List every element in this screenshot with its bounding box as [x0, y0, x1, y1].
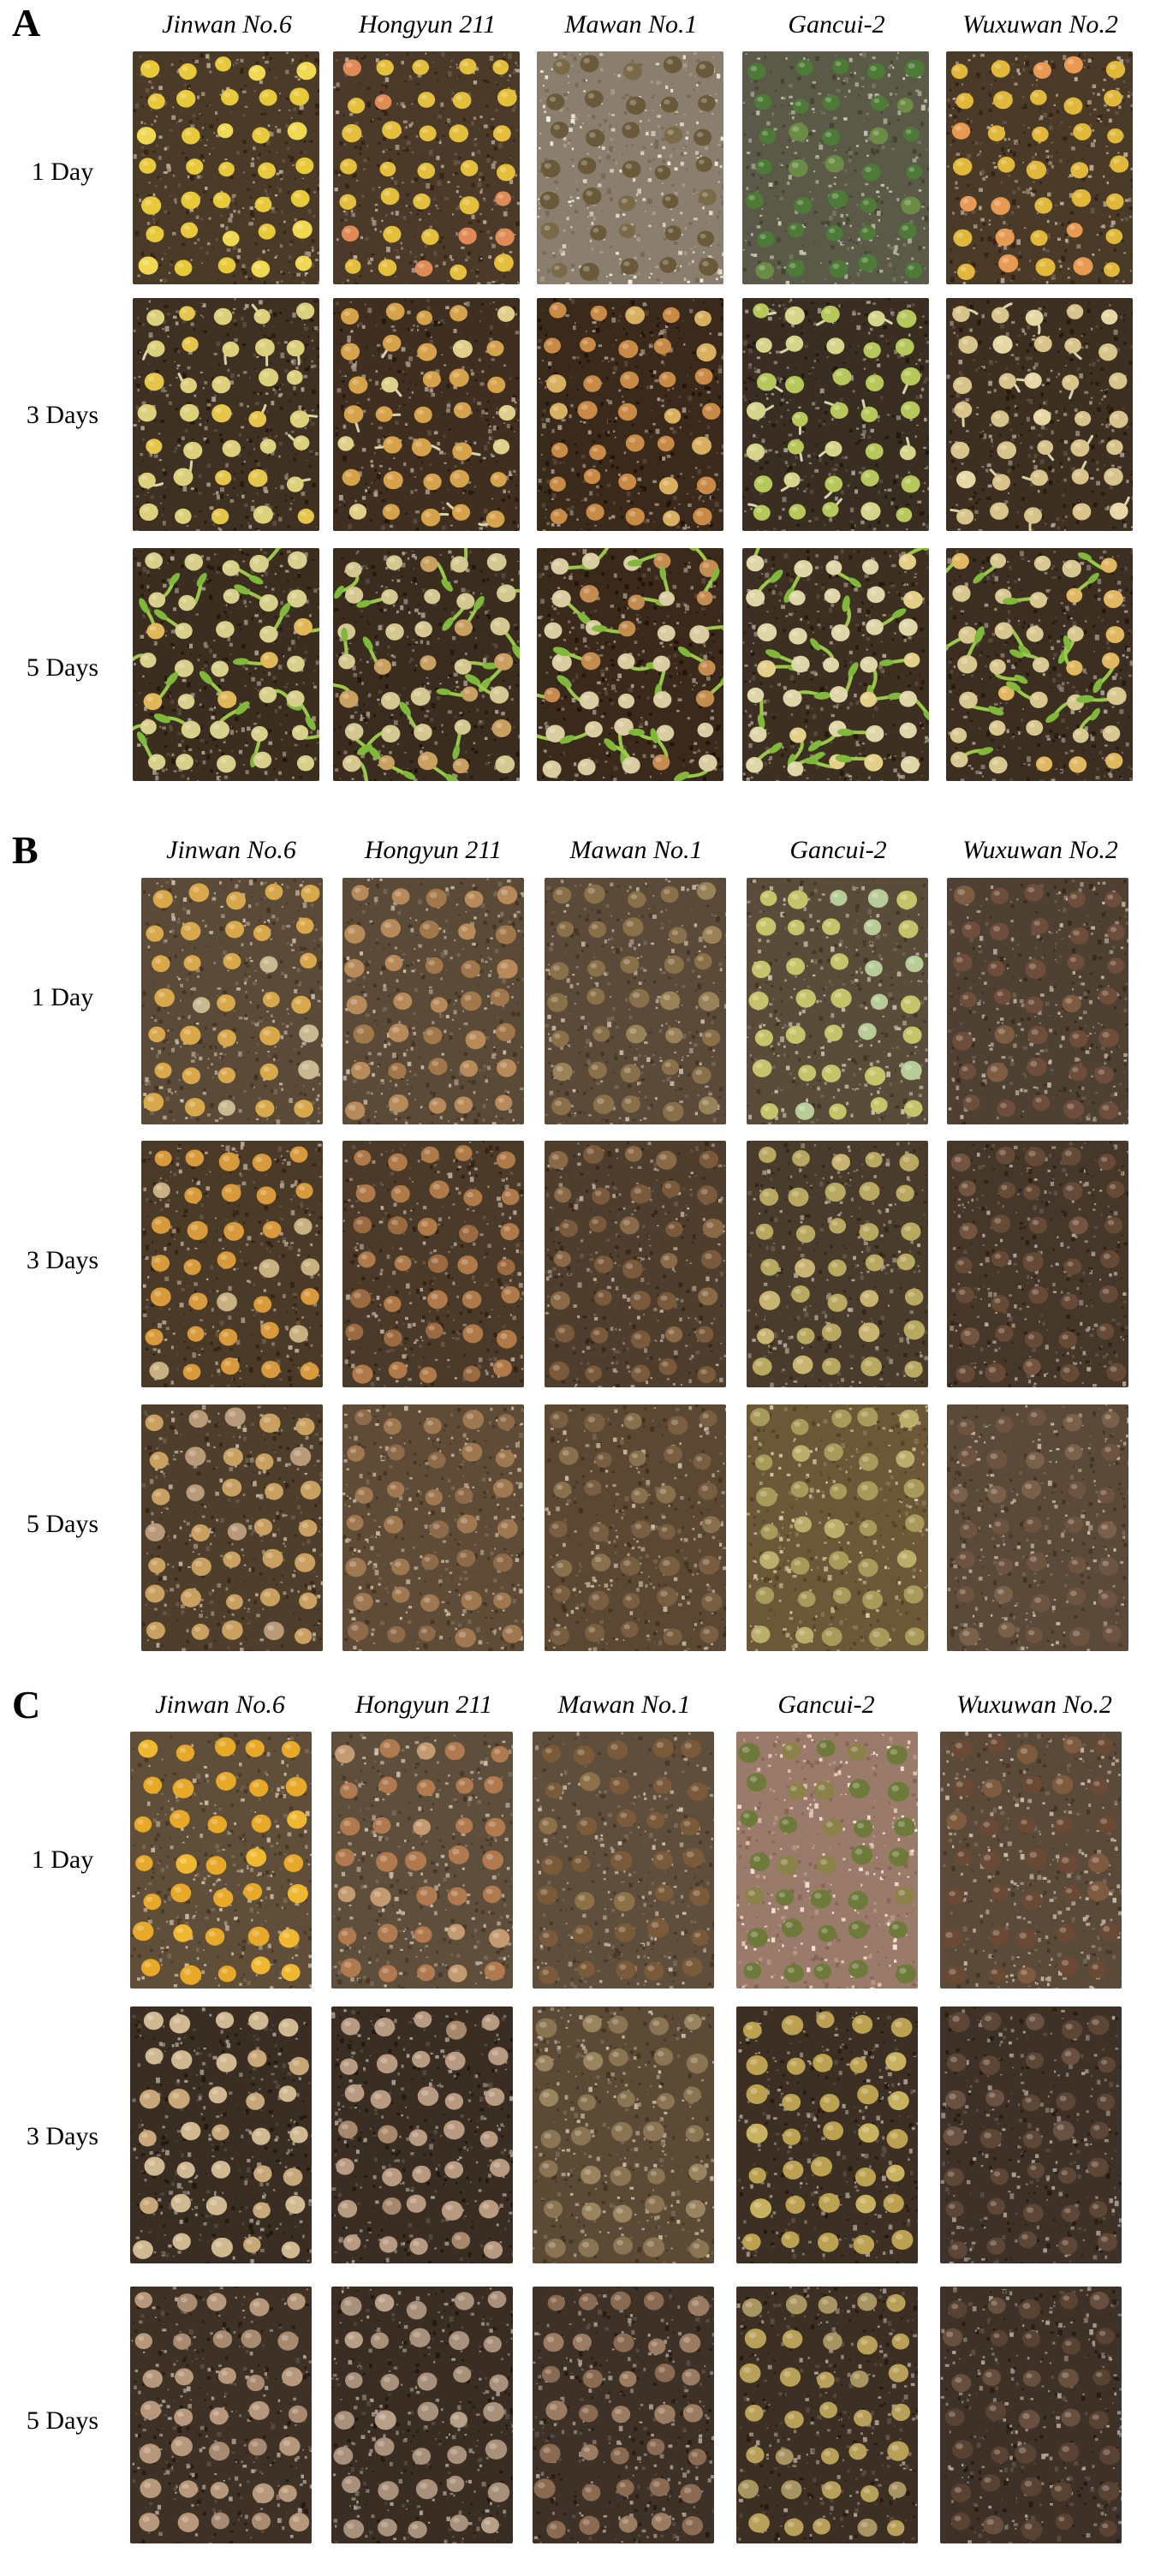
seed-tray-photo — [742, 51, 929, 284]
seed-tray-photo — [545, 1404, 726, 1651]
column-header: Gancui-2 — [740, 838, 937, 863]
seed-tray-photo — [947, 878, 1128, 1124]
panel-b: B Jinwan No.6 Hongyun 211 Mawan No.1 Gan… — [0, 822, 1155, 1661]
seed-tray-photo — [533, 1732, 714, 1989]
seed-tray-photo — [946, 548, 1133, 781]
row-label: 3 Days — [15, 402, 110, 428]
seed-tray-photo — [736, 2007, 918, 2263]
seed-tray-photo — [133, 51, 319, 284]
seed-tray-photo — [130, 2007, 312, 2263]
seed-tray-photo — [331, 1732, 513, 1989]
seed-tray-photo — [947, 1141, 1128, 1387]
row-label: 5 Days — [15, 655, 110, 681]
column-header: Wuxuwan No.2 — [942, 838, 1139, 863]
row-label: 1 Day — [15, 985, 110, 1011]
seed-tray-photo — [141, 1141, 323, 1387]
column-header: Jinwan No.6 — [128, 12, 325, 38]
seed-tray-photo — [940, 1732, 1122, 1989]
seed-tray-photo — [736, 2287, 918, 2543]
panel-label: A — [12, 3, 40, 43]
column-header: Jinwan No.6 — [133, 838, 330, 863]
seed-tray-photo — [331, 2287, 513, 2543]
seed-tray-photo — [747, 878, 928, 1124]
seed-tray-photo — [331, 2007, 513, 2263]
column-header: Gancui-2 — [728, 1692, 925, 1718]
seed-tray-photo — [133, 548, 319, 781]
row-label: 1 Day — [15, 1847, 110, 1873]
seed-tray-photo — [747, 1404, 928, 1651]
seed-tray-photo — [133, 298, 319, 531]
column-header: Wuxuwan No.2 — [936, 1692, 1133, 1718]
seed-tray-photo — [333, 298, 520, 531]
seed-tray-photo — [141, 878, 323, 1124]
seed-tray-photo — [342, 1404, 524, 1651]
seed-tray-photo — [333, 51, 520, 284]
seed-tray-photo — [533, 2287, 714, 2543]
seed-tray-photo — [947, 1404, 1128, 1651]
seed-tray-photo — [747, 1141, 928, 1387]
seed-tray-photo — [946, 298, 1133, 531]
seed-tray-photo — [537, 548, 723, 781]
column-header: Hongyun 211 — [335, 838, 532, 863]
row-label: 3 Days — [15, 2124, 110, 2150]
row-label: 1 Day — [15, 159, 110, 185]
seed-tray-photo — [342, 878, 524, 1124]
row-label: 5 Days — [15, 1512, 110, 1537]
seed-tray-photo — [130, 2287, 312, 2543]
panel-label: B — [12, 831, 39, 870]
column-header: Mawan No.1 — [533, 12, 729, 38]
column-header: Wuxuwan No.2 — [942, 12, 1139, 38]
seed-tray-photo — [537, 298, 723, 531]
seed-tray-photo — [940, 2287, 1122, 2543]
seed-tray-photo — [742, 548, 929, 781]
row-label: 3 Days — [15, 1248, 110, 1273]
column-header: Gancui-2 — [738, 12, 935, 38]
seed-tray-photo — [130, 1732, 312, 1989]
seed-tray-photo — [342, 1141, 524, 1387]
seed-tray-photo — [533, 2007, 714, 2263]
column-header: Mawan No.1 — [526, 1692, 723, 1718]
panel-label: C — [12, 1685, 40, 1725]
panel-a: A Jinwan No.6 Hongyun 211 Mawan No.1 Gan… — [0, 0, 1155, 796]
seed-tray-photo — [333, 548, 520, 781]
column-header: Hongyun 211 — [329, 12, 526, 38]
column-header: Hongyun 211 — [325, 1692, 522, 1718]
column-header: Mawan No.1 — [538, 838, 735, 863]
seed-tray-photo — [946, 51, 1133, 284]
panel-c: C Jinwan No.6 Hongyun 211 Mawan No.1 Gan… — [0, 1679, 1155, 2576]
seed-tray-photo — [736, 1732, 918, 1989]
column-header: Jinwan No.6 — [122, 1692, 319, 1718]
seed-tray-photo — [537, 51, 723, 284]
row-label: 5 Days — [15, 2408, 110, 2434]
seed-tray-photo — [940, 2007, 1122, 2263]
seed-tray-photo — [545, 1141, 726, 1387]
seed-tray-photo — [141, 1404, 323, 1651]
seed-tray-photo — [545, 878, 726, 1124]
seed-tray-photo — [742, 298, 929, 531]
